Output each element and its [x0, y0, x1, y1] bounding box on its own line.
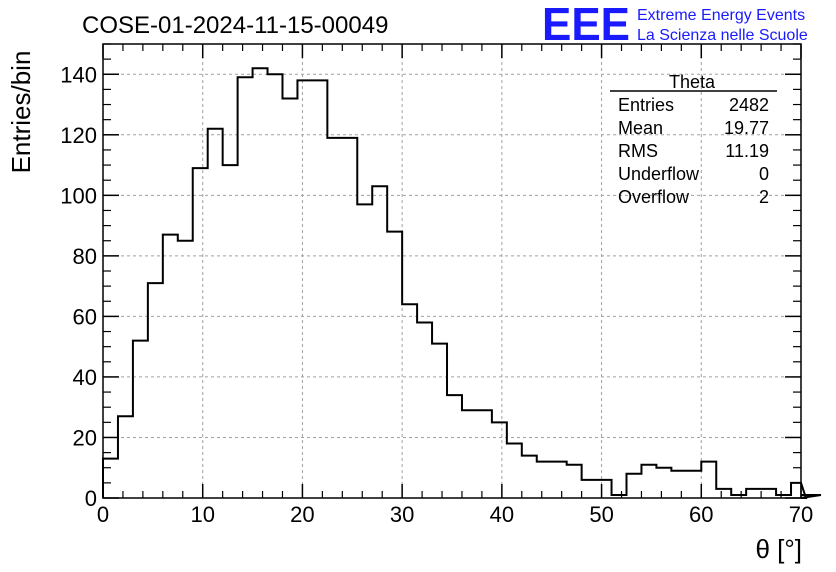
x-tick-label: 20	[290, 502, 314, 527]
histogram-bin	[627, 474, 642, 498]
y-tick-label: 0	[85, 486, 97, 511]
histogram-bin	[746, 489, 761, 498]
histogram-bin	[148, 283, 163, 498]
histogram-bin	[282, 98, 297, 498]
stats-label: Underflow	[618, 164, 700, 184]
histogram-bin	[238, 77, 253, 498]
stats-value: 2	[759, 187, 769, 207]
stats-box: Theta Entries 2482 Mean 19.77 RMS 11.19 …	[610, 72, 777, 207]
eee-logo-line1: Extreme Energy Events	[637, 7, 805, 24]
y-tick-label: 20	[73, 425, 97, 450]
histogram-bin	[118, 416, 133, 498]
histogram-bin	[791, 483, 801, 498]
stats-label: Mean	[618, 118, 663, 138]
eee-logo: EEE Extreme Energy Events La Scienza nel…	[542, 0, 808, 50]
stats-value: 2482	[729, 95, 769, 115]
x-tick-label: 30	[390, 502, 414, 527]
plot-frame	[102, 43, 802, 499]
x-tick-label: 10	[190, 502, 214, 527]
histogram-bin	[432, 344, 447, 498]
histogram-bin	[417, 322, 432, 498]
x-tick-label: 0	[97, 502, 109, 527]
eee-logo-letters: EEE	[542, 0, 630, 50]
eee-logo-line2: La Scienza nelle Scuole	[637, 27, 808, 44]
histogram-bin	[462, 410, 477, 498]
stats-value: 11.19	[725, 141, 769, 161]
histogram-bin	[133, 341, 148, 498]
histogram-bin	[716, 489, 731, 498]
stats-label: Overflow	[618, 187, 690, 207]
histogram-bin	[507, 444, 522, 498]
histogram-bin	[582, 480, 597, 498]
histogram-bin	[492, 422, 507, 498]
histogram-bin	[671, 471, 686, 498]
histogram-bin	[701, 462, 716, 498]
y-axis-label: Entries/bin	[6, 51, 36, 174]
x-tick-label: 60	[689, 502, 713, 527]
histogram-bin	[357, 204, 372, 498]
histogram-bin	[268, 74, 283, 498]
histogram-bin	[537, 462, 552, 498]
histogram-bin	[567, 465, 582, 498]
histogram-bin	[208, 129, 223, 498]
y-tick-label: 120	[60, 123, 97, 148]
stats-label: RMS	[618, 141, 658, 161]
histogram-bin	[193, 168, 208, 498]
histogram-bin	[372, 186, 387, 498]
y-tick-label: 100	[60, 183, 97, 208]
stats-label: Entries	[618, 95, 674, 115]
x-tick-label: 40	[490, 502, 514, 527]
histogram-bin	[597, 480, 612, 498]
y-tick-label: 80	[73, 244, 97, 269]
stats-value: 19.77	[724, 118, 769, 138]
y-tick-label: 60	[73, 304, 97, 329]
histogram-bin	[178, 241, 193, 498]
histogram-bin	[312, 80, 327, 498]
histogram-bin	[477, 410, 492, 498]
stats-value: 0	[759, 164, 769, 184]
histogram-bin	[402, 304, 417, 498]
histogram-bin	[522, 456, 537, 498]
histogram-bin	[253, 68, 268, 498]
stats-title: Theta	[669, 72, 716, 92]
x-axis-label: θ [°]	[755, 534, 802, 564]
x-tick-label: 50	[589, 502, 613, 527]
grid	[103, 44, 801, 498]
histogram-bin	[761, 489, 776, 498]
histogram-bin	[297, 80, 312, 498]
histogram-bin	[447, 395, 462, 498]
histogram-bin	[342, 138, 357, 498]
histogram-bin	[223, 165, 238, 498]
y-tick-label: 40	[73, 365, 97, 390]
histogram-bin	[103, 459, 118, 498]
y-tick-label: 140	[60, 62, 97, 87]
histogram-bin	[327, 138, 342, 498]
histogram-bin	[641, 465, 656, 498]
histogram-bin	[163, 235, 178, 498]
histogram-bin	[686, 471, 701, 498]
chart-title: COSE-01-2024-11-15-00049	[82, 12, 388, 39]
histogram-bin	[552, 462, 567, 498]
axis-ticks	[102, 43, 802, 499]
x-tick-label: 70	[789, 502, 813, 527]
histogram-outline	[102, 67, 822, 499]
histogram-bin	[656, 468, 671, 498]
histogram-bin	[387, 232, 402, 498]
